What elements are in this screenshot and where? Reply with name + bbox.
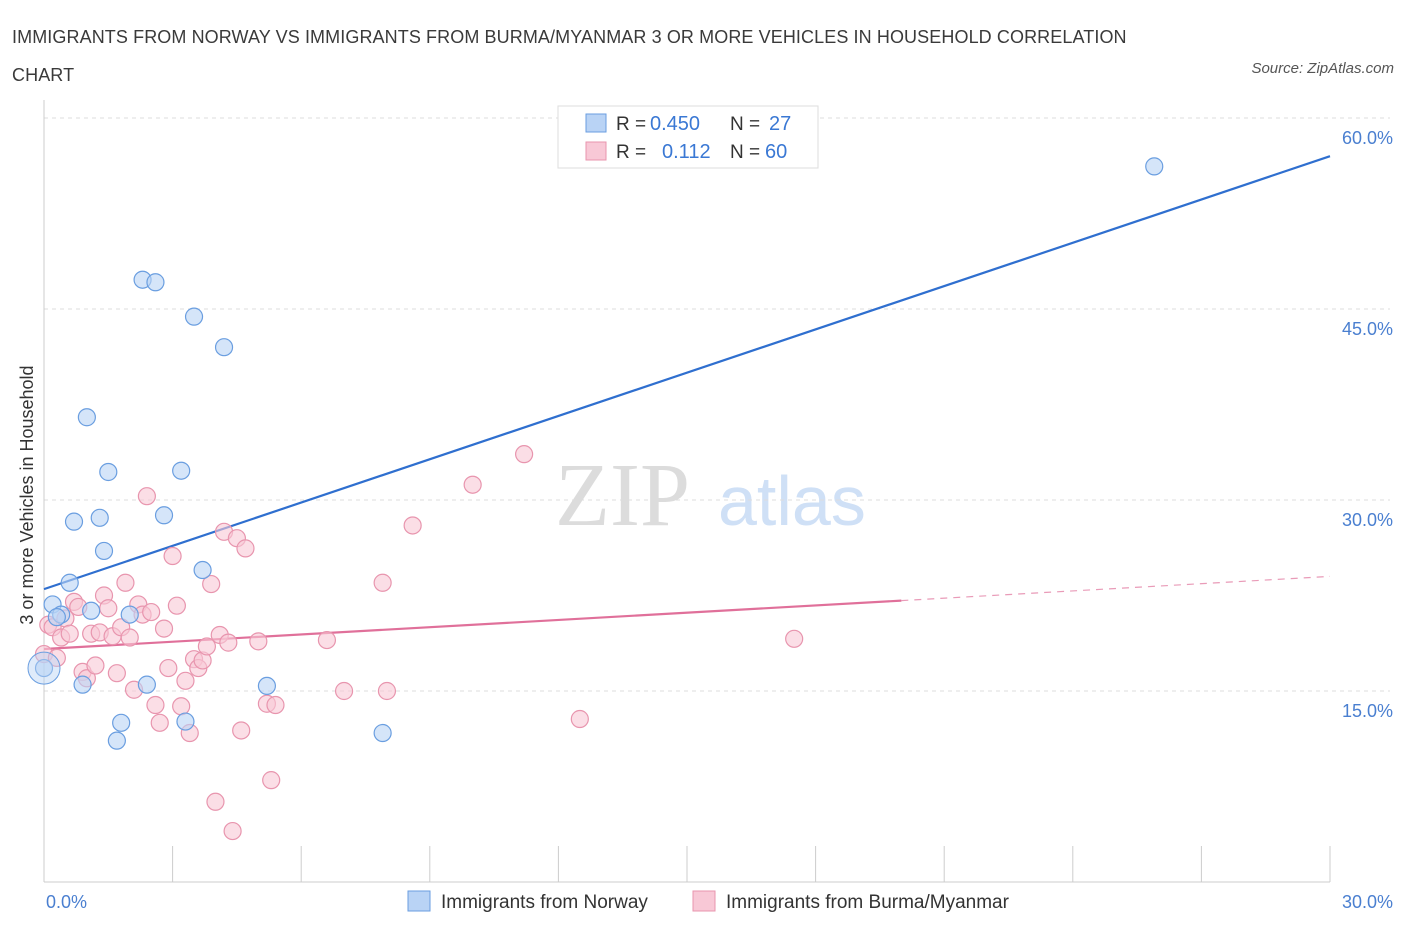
- point-norway: [154, 506, 174, 525]
- point-burma: [373, 573, 392, 592]
- point-norway: [146, 273, 165, 292]
- point-norway: [60, 573, 79, 592]
- point-burma: [570, 709, 589, 729]
- point-burma: [197, 637, 216, 656]
- tick-labels: 15.0% 30.0% 45.0% 60.0% 0.0% 30.0%: [46, 128, 1393, 912]
- point-burma: [334, 681, 354, 701]
- point-burma: [463, 475, 482, 494]
- trend-extension-burma: [901, 575, 1331, 602]
- point-burma: [232, 721, 251, 740]
- point-burma: [60, 624, 79, 643]
- point-norway: [1145, 157, 1164, 176]
- source-label: Source: ZipAtlas.com: [1251, 60, 1394, 77]
- point-burma: [86, 656, 105, 675]
- point-burma: [159, 658, 178, 678]
- point-norway: [107, 731, 126, 750]
- point-burma: [167, 596, 186, 615]
- point-norway: [172, 461, 191, 480]
- y-tick-label: 30.0%: [1342, 510, 1393, 530]
- point-burma: [785, 629, 804, 648]
- trend-line-norway: [43, 155, 1331, 591]
- legend-swatch-norway: [585, 113, 607, 133]
- point-burma: [154, 619, 174, 638]
- point-burma: [317, 630, 337, 650]
- point-burma: [142, 602, 161, 622]
- legend-swatch-burma: [585, 141, 607, 161]
- point-burma: [403, 516, 422, 535]
- legend-n-value-norway: 27: [769, 113, 791, 135]
- point-norway: [373, 723, 392, 743]
- point-burma: [515, 445, 534, 464]
- point-norway: [137, 675, 156, 694]
- point-norway: [120, 605, 139, 624]
- bottom-legend: Immigrants from Norway Immigrants from B…: [407, 890, 1010, 913]
- point-norway: [112, 713, 131, 732]
- point-burma: [120, 628, 139, 647]
- legend-r-value-burma: 0.112: [662, 141, 711, 163]
- data-points: [27, 157, 1164, 841]
- point-burma: [377, 681, 397, 701]
- point-norway: [34, 658, 54, 678]
- bottom-legend-label-burma: Immigrants from Burma/Myanmar: [726, 892, 1010, 913]
- legend-n-value-burma: 60: [765, 141, 787, 163]
- y-tick-label: 15.0%: [1342, 701, 1393, 721]
- point-burma: [163, 546, 182, 566]
- point-norway: [90, 508, 109, 527]
- legend-n-label-burma: N =: [730, 142, 760, 163]
- point-burma: [172, 697, 191, 716]
- point-burma: [150, 713, 169, 732]
- point-burma: [262, 771, 281, 790]
- bottom-legend-label-norway: Immigrants from Norway: [441, 892, 648, 913]
- point-norway: [257, 676, 277, 696]
- legend-r-label-burma: R =: [616, 142, 646, 163]
- point-burma: [223, 821, 242, 841]
- watermark-atlas: atlas: [718, 462, 866, 540]
- chart-title: IMMIGRANTS FROM NORWAY VS IMMIGRANTS FRO…: [12, 27, 1127, 85]
- point-norway: [47, 608, 66, 627]
- point-norway: [184, 307, 204, 326]
- x-tick-label: 30.0%: [1342, 892, 1393, 912]
- point-norway: [99, 462, 118, 482]
- bottom-legend-swatch-norway: [407, 890, 431, 912]
- point-norway: [64, 512, 84, 531]
- point-burma: [146, 695, 165, 715]
- point-burma: [266, 695, 285, 715]
- point-burma: [202, 574, 221, 594]
- point-norway: [176, 712, 195, 731]
- point-burma: [116, 573, 135, 592]
- point-norway: [73, 675, 92, 694]
- x-tick-label: 0.0%: [46, 892, 87, 912]
- point-burma: [206, 792, 225, 811]
- point-burma: [219, 633, 238, 652]
- point-norway: [77, 408, 96, 427]
- legend-n-label-norway: N =: [730, 114, 760, 135]
- point-norway-cluster: [27, 651, 61, 685]
- trend-lines: [43, 155, 1331, 651]
- y-axis-label: 3 or more Vehicles in Household: [17, 365, 37, 624]
- legend-r-label-norway: R =: [616, 114, 646, 135]
- y-tick-label: 60.0%: [1342, 128, 1393, 148]
- point-burma: [176, 671, 195, 690]
- top-legend: R = 0.450 N = 27 R = 0.112 N = 60: [557, 105, 819, 169]
- trend-line-burma: [43, 599, 902, 651]
- watermark-zip: ZIP: [555, 446, 690, 545]
- point-burma: [99, 599, 118, 618]
- point-burma: [137, 487, 156, 506]
- legend-r-value-norway: 0.450: [650, 113, 700, 135]
- point-norway: [214, 338, 234, 357]
- point-norway: [94, 541, 114, 561]
- point-norway: [193, 560, 212, 580]
- point-burma: [236, 539, 255, 558]
- point-norway: [82, 601, 101, 620]
- axes: [43, 100, 1331, 883]
- y-tick-label: 45.0%: [1342, 319, 1393, 339]
- point-burma: [107, 664, 126, 683]
- point-burma: [249, 632, 268, 651]
- bottom-legend-swatch-burma: [692, 890, 716, 912]
